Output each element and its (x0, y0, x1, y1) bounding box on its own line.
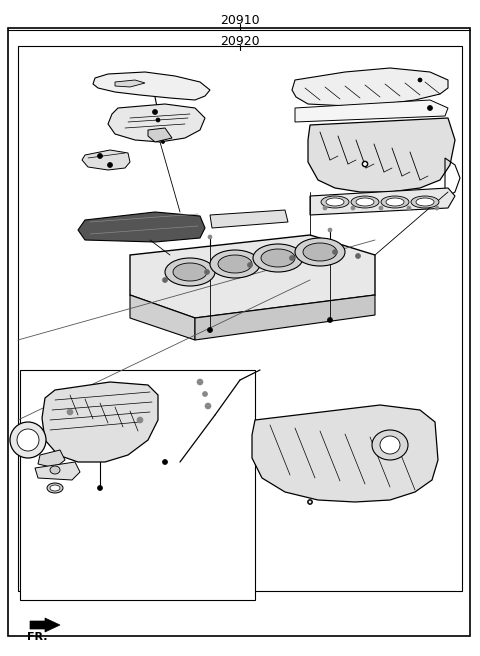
Polygon shape (308, 118, 455, 192)
Ellipse shape (156, 118, 160, 122)
Ellipse shape (17, 429, 39, 451)
Polygon shape (148, 128, 172, 142)
Ellipse shape (428, 106, 432, 110)
Ellipse shape (407, 206, 411, 210)
Text: FR.: FR. (27, 632, 48, 642)
Ellipse shape (303, 243, 337, 261)
Ellipse shape (208, 235, 212, 239)
Ellipse shape (326, 198, 344, 206)
Polygon shape (130, 295, 195, 340)
Ellipse shape (356, 198, 374, 206)
Ellipse shape (197, 379, 203, 385)
Ellipse shape (97, 154, 103, 159)
Ellipse shape (309, 501, 311, 503)
Ellipse shape (137, 417, 143, 423)
Ellipse shape (67, 409, 73, 415)
Ellipse shape (163, 459, 168, 464)
Ellipse shape (363, 163, 367, 165)
Ellipse shape (218, 255, 252, 273)
Ellipse shape (323, 206, 327, 210)
Polygon shape (78, 212, 205, 242)
Ellipse shape (308, 499, 312, 504)
Ellipse shape (351, 196, 379, 208)
Bar (20, 370, 255, 600)
Ellipse shape (418, 78, 422, 82)
Bar (18, 46, 462, 591)
Ellipse shape (327, 318, 333, 323)
Ellipse shape (356, 253, 360, 258)
Ellipse shape (386, 198, 404, 206)
Ellipse shape (261, 249, 295, 267)
Ellipse shape (163, 277, 168, 283)
Polygon shape (30, 618, 60, 632)
Ellipse shape (253, 244, 303, 272)
Polygon shape (210, 210, 288, 228)
Ellipse shape (153, 110, 157, 115)
Polygon shape (38, 450, 65, 468)
Ellipse shape (372, 430, 408, 460)
Ellipse shape (435, 206, 439, 210)
Ellipse shape (97, 485, 103, 491)
Ellipse shape (50, 466, 60, 474)
Ellipse shape (204, 270, 209, 274)
Polygon shape (35, 462, 80, 480)
Polygon shape (310, 188, 455, 215)
Ellipse shape (328, 228, 332, 232)
Ellipse shape (161, 140, 165, 144)
Polygon shape (42, 382, 158, 462)
Ellipse shape (47, 483, 63, 493)
Polygon shape (108, 104, 205, 142)
Ellipse shape (295, 238, 345, 266)
Ellipse shape (165, 258, 215, 286)
Ellipse shape (380, 436, 400, 454)
Ellipse shape (173, 263, 207, 281)
Ellipse shape (381, 196, 409, 208)
Ellipse shape (205, 403, 211, 409)
Ellipse shape (50, 485, 60, 491)
Ellipse shape (362, 161, 368, 167)
Ellipse shape (416, 198, 434, 206)
Polygon shape (292, 68, 448, 106)
Polygon shape (115, 80, 145, 87)
Ellipse shape (351, 206, 355, 210)
Ellipse shape (207, 327, 213, 333)
Ellipse shape (10, 422, 46, 458)
Text: 20920: 20920 (220, 35, 260, 48)
Ellipse shape (379, 206, 383, 210)
Polygon shape (195, 295, 375, 340)
Ellipse shape (210, 250, 260, 278)
Polygon shape (295, 100, 448, 122)
Ellipse shape (248, 262, 252, 268)
Polygon shape (82, 150, 130, 170)
Ellipse shape (333, 249, 337, 255)
Ellipse shape (108, 163, 112, 167)
Polygon shape (93, 72, 210, 100)
Text: 20910: 20910 (220, 14, 260, 27)
Ellipse shape (289, 255, 295, 260)
Polygon shape (130, 235, 375, 318)
Polygon shape (252, 405, 438, 502)
Ellipse shape (411, 196, 439, 208)
Ellipse shape (321, 196, 349, 208)
Ellipse shape (203, 392, 207, 396)
